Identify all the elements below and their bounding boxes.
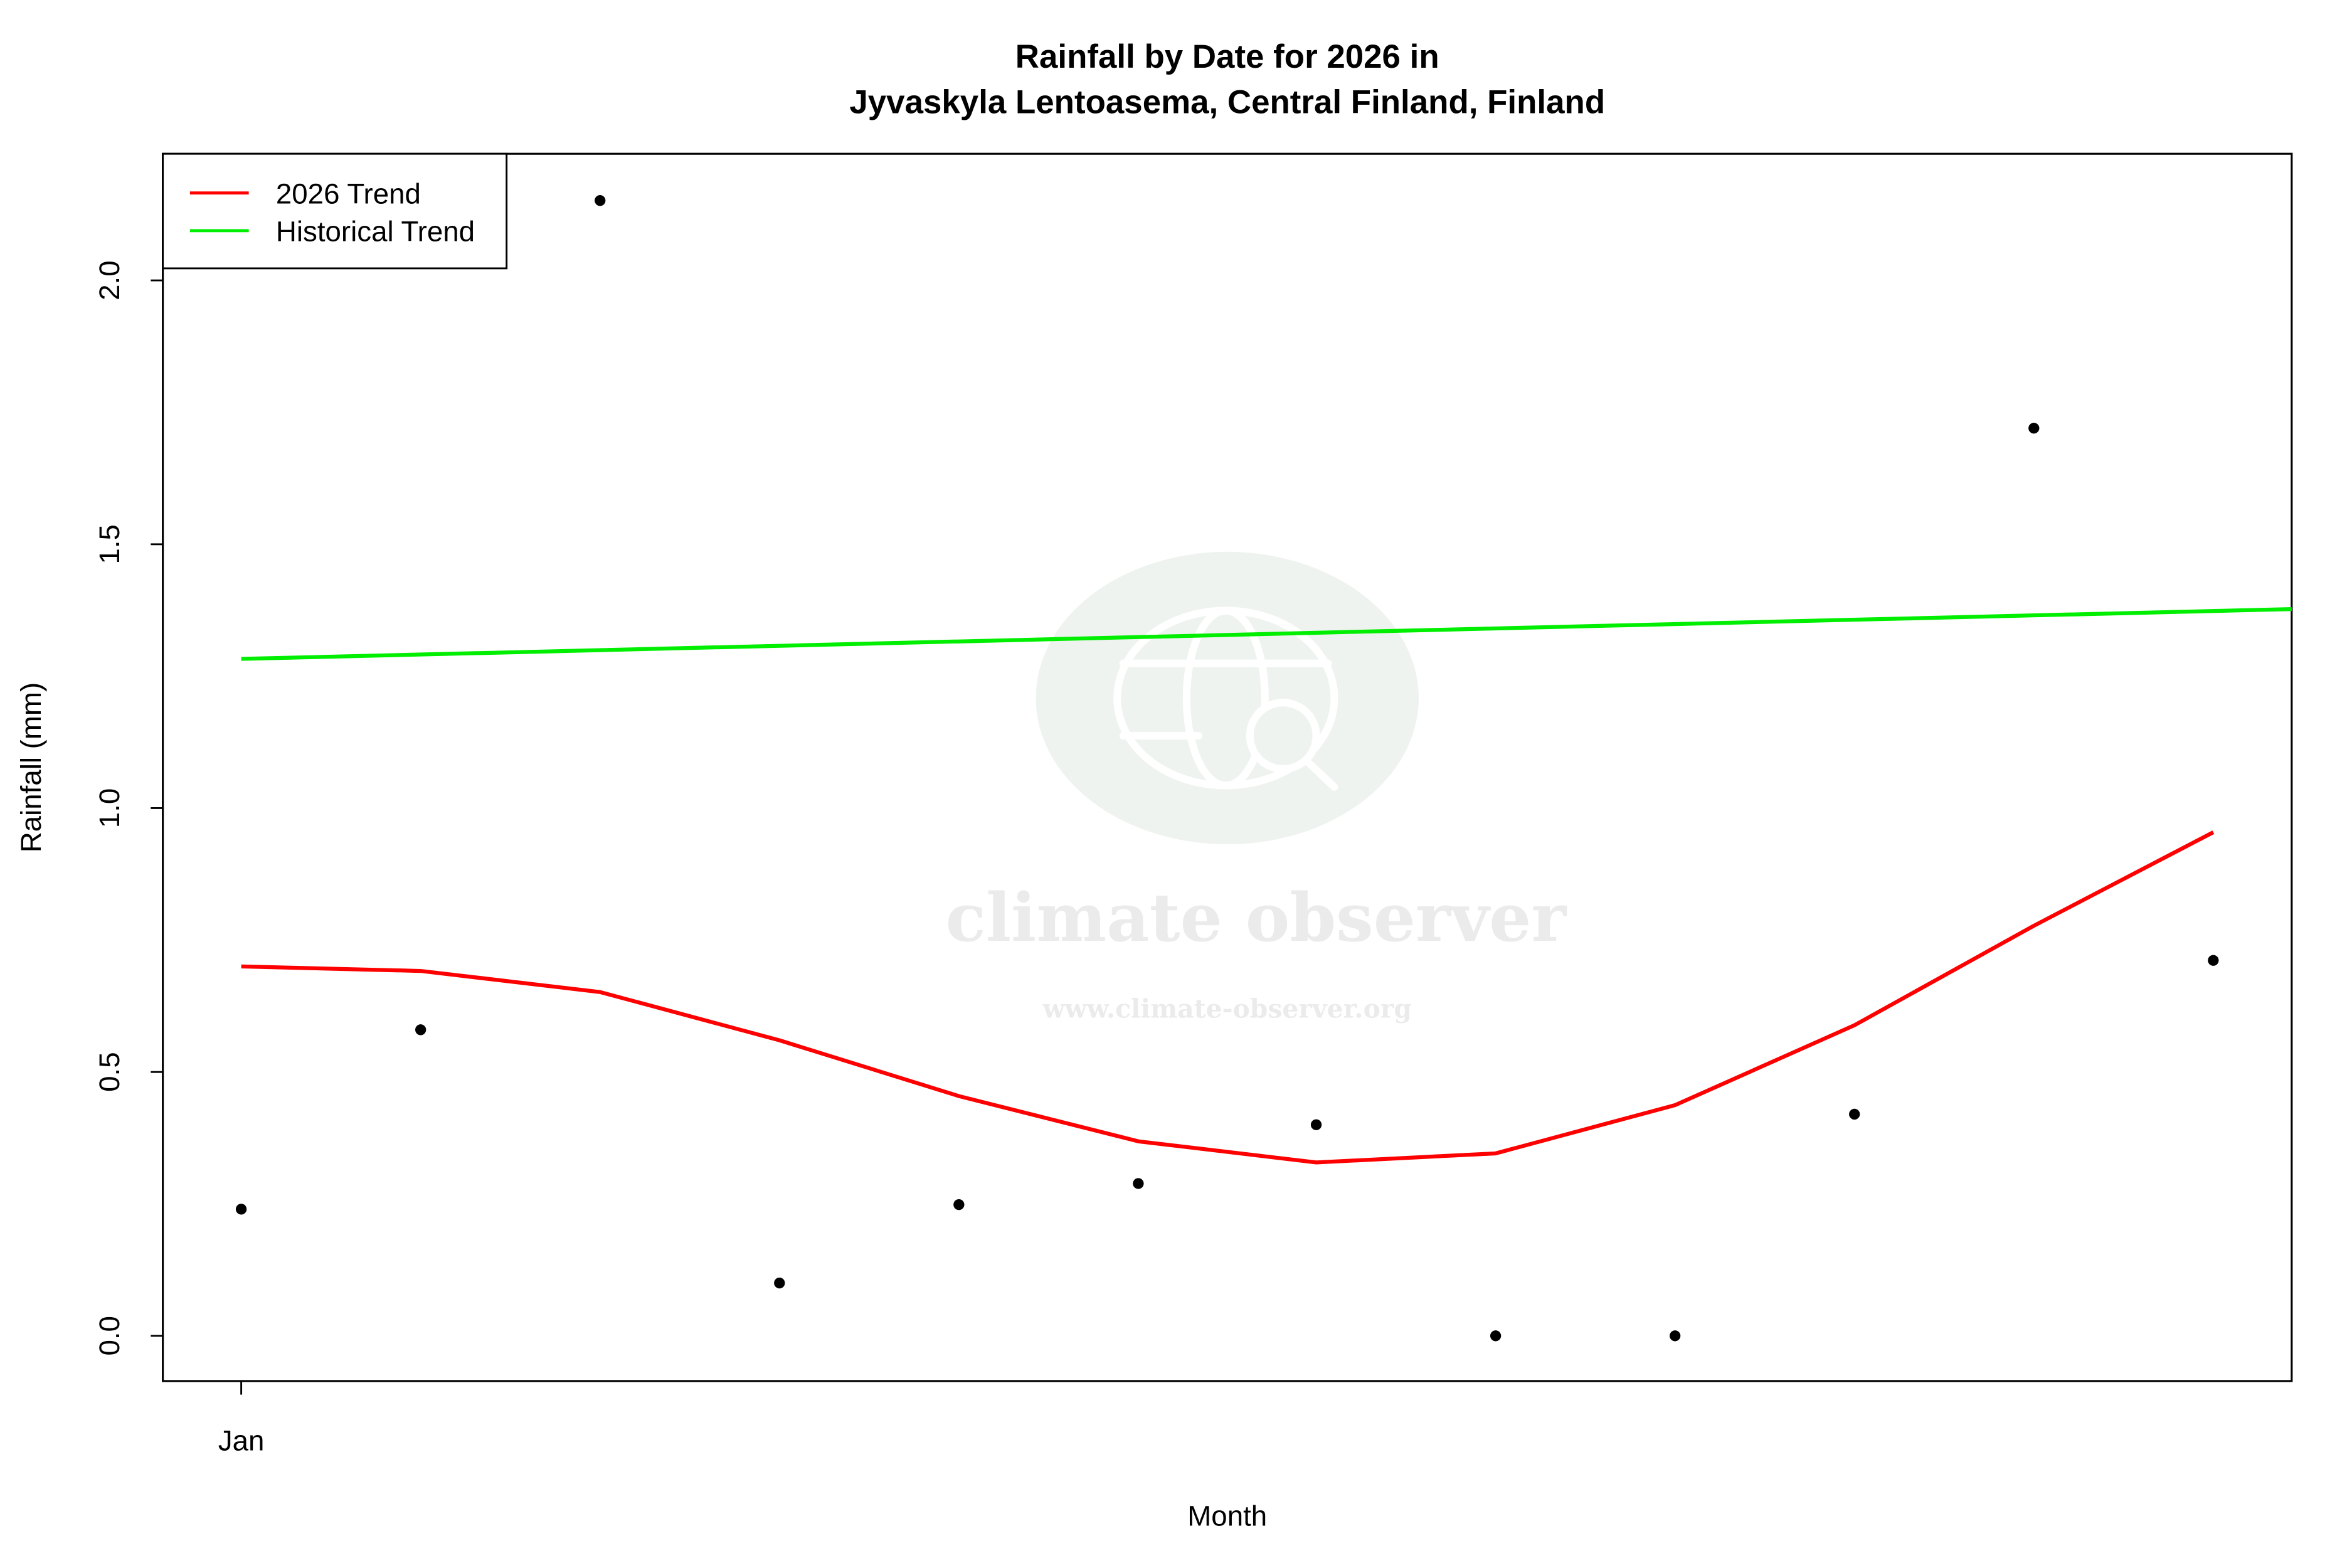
chart-title: Rainfall by Date for 2026 in (1015, 38, 1439, 75)
watermark-circle (1036, 551, 1419, 845)
data-point (2208, 955, 2219, 966)
y-tick-label: 0.5 (93, 1052, 125, 1091)
data-point (1310, 1119, 1322, 1130)
y-tick-label: 1.5 (93, 524, 125, 564)
legend-label-2026-trend: 2026 Trend (276, 178, 421, 210)
data-point (774, 1278, 785, 1289)
x-axis-label: Month (1187, 1500, 1267, 1532)
data-point (2028, 423, 2040, 434)
observed-points (235, 195, 2219, 1342)
watermark-brand: climate observer (946, 879, 1567, 956)
y-axis-label: Rainfall (mm) (15, 682, 47, 852)
plot-area (162, 152, 2293, 1382)
historical-trend-line (241, 607, 2292, 661)
y-tick-label: 1.0 (93, 788, 125, 828)
legend-box (162, 152, 508, 270)
data-point (415, 1024, 426, 1036)
2026-trend-line (241, 830, 2215, 1165)
legend: 2026 Trend Historical Trend (162, 152, 508, 270)
chart-subtitle: Jyvaskyla Lentoasema, Central Finland, F… (849, 83, 1605, 120)
y-axis (151, 279, 163, 1337)
legend-label-historical-trend: Historical Trend (276, 216, 475, 248)
data-point (235, 1204, 247, 1215)
data-point (1133, 1178, 1144, 1189)
watermark-url: www.climate-observer.org (1042, 994, 1412, 1024)
data-point (1849, 1108, 1860, 1120)
data-point (953, 1199, 965, 1210)
y-tick-label: 2.0 (93, 260, 125, 300)
watermark: climate observer www.climate-observer.or… (946, 551, 1567, 1024)
y-tick-label: 0.0 (93, 1316, 125, 1355)
data-point (1670, 1330, 1681, 1342)
globe-search-icon (1113, 607, 1338, 791)
data-point (1490, 1330, 1502, 1342)
x-tick-label: Jan (218, 1425, 265, 1457)
data-point (595, 195, 606, 206)
